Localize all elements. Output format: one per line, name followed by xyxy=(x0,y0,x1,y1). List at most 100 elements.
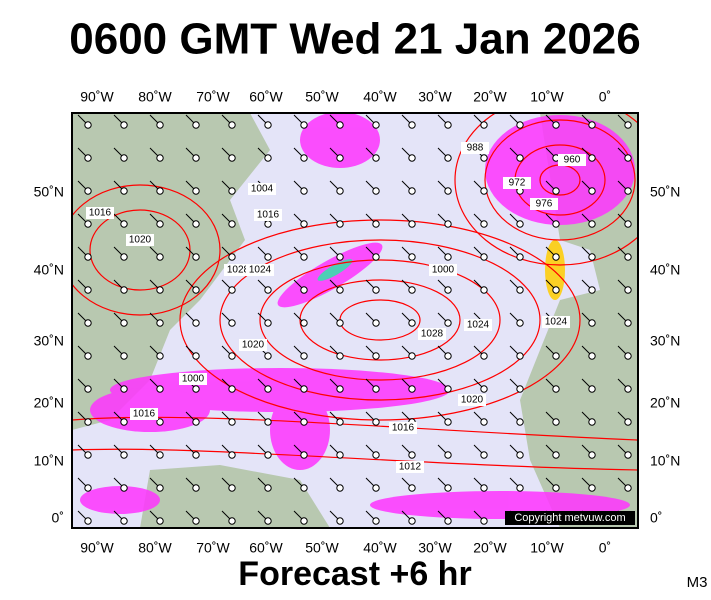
station xyxy=(552,451,560,459)
isobar-label-bg xyxy=(418,328,446,340)
station xyxy=(624,154,632,162)
isobar-label: 1000 xyxy=(182,374,205,385)
lon-label: 40˚W xyxy=(363,89,397,105)
station xyxy=(192,484,200,492)
station xyxy=(264,451,272,459)
station xyxy=(552,253,560,261)
station xyxy=(624,187,632,195)
isobar-label: 1016 xyxy=(257,210,280,221)
station xyxy=(156,484,164,492)
isobar-label: 988 xyxy=(467,143,484,154)
station xyxy=(120,121,128,129)
station xyxy=(624,220,632,228)
isobar-label: 972 xyxy=(509,178,526,189)
station xyxy=(552,187,560,195)
station xyxy=(192,253,200,261)
station xyxy=(336,319,344,327)
lat-label: 40˚N xyxy=(34,262,64,278)
station xyxy=(372,484,380,492)
lon-label: 90˚W xyxy=(80,89,114,105)
station xyxy=(84,517,92,525)
station xyxy=(156,418,164,426)
lon-label: 0˚ xyxy=(599,89,611,105)
station xyxy=(588,385,596,393)
isobar-label-bg xyxy=(503,177,531,189)
isobar-label-bg xyxy=(461,142,489,154)
station xyxy=(624,451,632,459)
station xyxy=(84,352,92,360)
station xyxy=(84,319,92,327)
station xyxy=(444,517,452,525)
station xyxy=(300,352,308,360)
isobar-label-bg xyxy=(429,264,457,276)
station xyxy=(516,253,524,261)
isobar-label-bg xyxy=(396,461,424,473)
isobar-label-bg xyxy=(458,394,486,406)
station xyxy=(264,220,272,228)
station xyxy=(480,187,488,195)
station xyxy=(228,220,236,228)
isobar-label-bg xyxy=(246,264,274,276)
lon-label: 60˚W xyxy=(249,540,283,556)
station xyxy=(300,484,308,492)
station xyxy=(264,385,272,393)
station xyxy=(588,121,596,129)
station xyxy=(156,220,164,228)
isobar-label: 1016 xyxy=(392,423,415,434)
isobar-label: 1024 xyxy=(249,265,272,276)
station xyxy=(300,385,308,393)
lon-label: 80˚W xyxy=(138,540,172,556)
station xyxy=(408,220,416,228)
station xyxy=(516,319,524,327)
lon-label: 70˚W xyxy=(196,540,230,556)
station xyxy=(84,418,92,426)
station xyxy=(336,121,344,129)
station xyxy=(228,187,236,195)
station xyxy=(372,154,380,162)
station xyxy=(300,418,308,426)
lon-label: 0˚ xyxy=(599,540,611,556)
station xyxy=(372,451,380,459)
station xyxy=(228,319,236,327)
station xyxy=(192,154,200,162)
station xyxy=(228,121,236,129)
lat-label: 10˚N xyxy=(650,453,680,469)
station xyxy=(624,418,632,426)
isobar-label: 1028 xyxy=(421,329,444,340)
station xyxy=(552,352,560,360)
station xyxy=(156,385,164,393)
lat-label: 20˚N xyxy=(650,395,680,411)
lon-label: 70˚W xyxy=(196,89,230,105)
isobar-label: 1024 xyxy=(467,320,490,331)
station xyxy=(192,121,200,129)
isobar-label-bg xyxy=(224,264,252,276)
station xyxy=(228,253,236,261)
station xyxy=(120,253,128,261)
station xyxy=(120,187,128,195)
station xyxy=(300,253,308,261)
station xyxy=(444,418,452,426)
station xyxy=(444,319,452,327)
station xyxy=(444,451,452,459)
station xyxy=(264,352,272,360)
land xyxy=(520,113,638,528)
station xyxy=(516,484,524,492)
station xyxy=(120,451,128,459)
station xyxy=(336,451,344,459)
isobar-label: 1016 xyxy=(89,208,112,219)
station xyxy=(516,220,524,228)
station xyxy=(120,319,128,327)
isobar-label: 1020 xyxy=(242,340,265,351)
station xyxy=(444,220,452,228)
station xyxy=(120,154,128,162)
lat-label: 30˚N xyxy=(650,333,680,349)
station xyxy=(84,187,92,195)
station xyxy=(264,154,272,162)
station xyxy=(444,484,452,492)
lon-label: 90˚W xyxy=(80,540,114,556)
lon-label: 10˚W xyxy=(530,89,564,105)
station xyxy=(192,352,200,360)
station xyxy=(408,253,416,261)
station xyxy=(588,451,596,459)
station xyxy=(588,187,596,195)
